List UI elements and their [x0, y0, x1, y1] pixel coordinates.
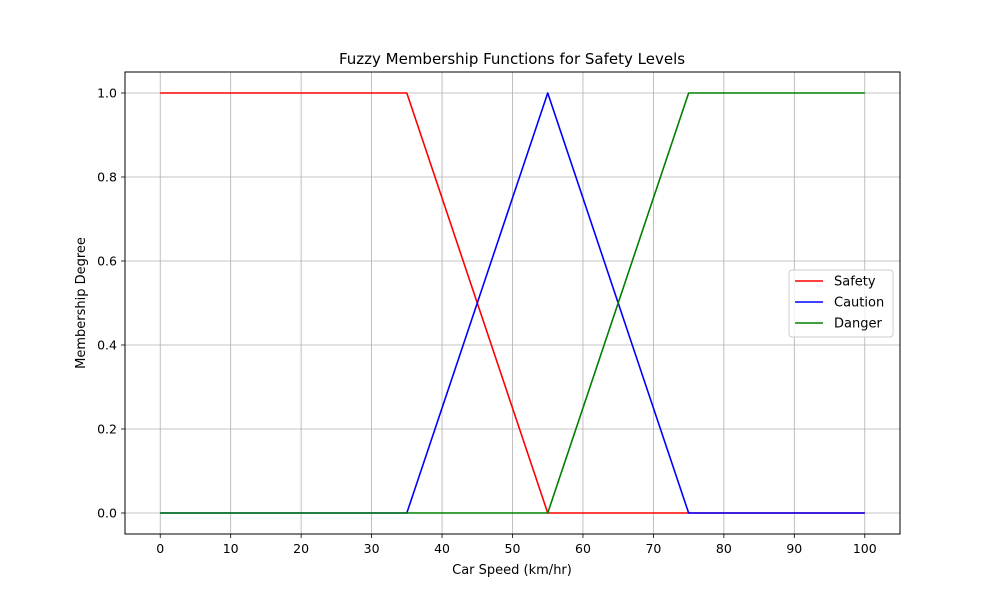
x-tick-label: 90: [786, 541, 802, 556]
y-tick-label: 0.0: [97, 506, 117, 521]
x-tick-label: 10: [223, 541, 239, 556]
x-axis: 0 10 20 30 40 50 60 70 80 90 100: [156, 534, 877, 556]
y-tick-label: 1.0: [97, 86, 117, 101]
series-line-danger: [160, 92, 865, 514]
y-tick-label: 0.6: [97, 254, 117, 269]
y-axis-label: Membership Degree: [74, 237, 89, 369]
legend-box: [788, 269, 894, 338]
y-tick-label: 0.2: [97, 422, 117, 437]
legend: Safety Caution Danger: [788, 269, 894, 338]
x-tick-label: 70: [645, 541, 661, 556]
legend-label-safety: Safety: [834, 275, 876, 290]
grid: [125, 72, 900, 534]
x-tick-label: 30: [364, 541, 380, 556]
chart-title: Fuzzy Membership Functions for Safety Le…: [339, 50, 685, 68]
x-tick-label: 0: [156, 541, 164, 556]
x-tick-label: 50: [505, 541, 521, 556]
series-lines: [160, 92, 865, 514]
x-tick-label: 40: [434, 541, 450, 556]
x-tick-label: 20: [293, 541, 309, 556]
x-tick-label: 100: [853, 541, 877, 556]
y-axis: 0.0 0.2 0.4 0.6 0.8 1.0: [97, 86, 125, 521]
legend-label-danger: Danger: [834, 317, 882, 332]
legend-label-caution: Caution: [834, 296, 884, 311]
x-tick-label: 60: [575, 541, 591, 556]
x-axis-label: Car Speed (km/hr): [452, 563, 572, 578]
x-tick-label: 80: [716, 541, 732, 556]
y-tick-label: 0.4: [97, 338, 117, 353]
y-tick-label: 0.8: [97, 170, 117, 185]
